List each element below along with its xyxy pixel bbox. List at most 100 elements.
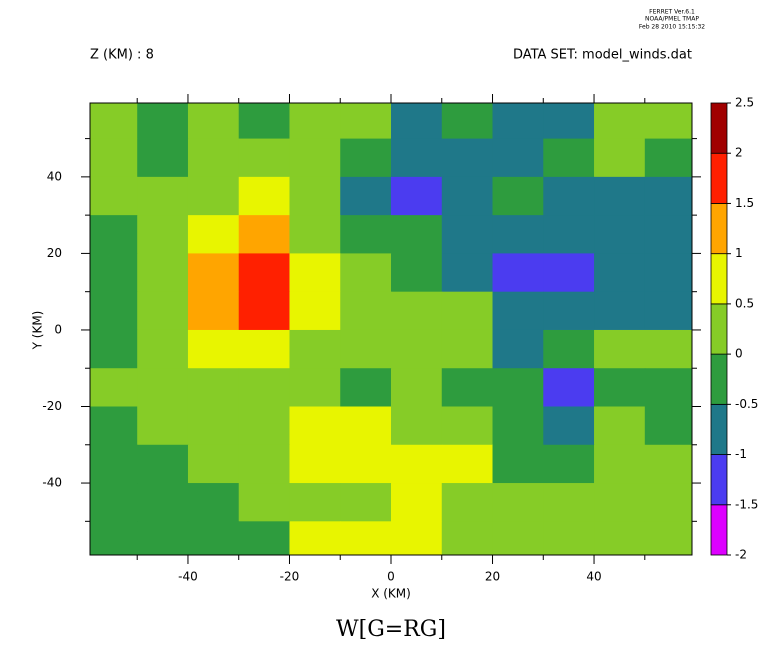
contour-cell: [594, 138, 646, 178]
contour-cell: [187, 291, 240, 331]
contour-cell: [594, 253, 646, 293]
subtitle-right: DATA SET: model_winds.dat: [513, 48, 692, 63]
contour-cell: [543, 138, 595, 178]
contour-cell: [238, 176, 290, 216]
contour-cell: [543, 406, 595, 446]
contour-cell: [543, 368, 595, 408]
contour-cell: [441, 138, 494, 178]
contour-cell: [340, 406, 392, 446]
contour-cell: [289, 138, 341, 178]
contour-cell: [187, 138, 240, 178]
contour-cell: [644, 406, 692, 446]
x-tick-label: -20: [280, 570, 300, 584]
contour-cell: [289, 253, 341, 293]
contour-cell: [238, 291, 290, 331]
contour-cell: [187, 368, 240, 408]
contour-field: [90, 103, 692, 555]
subtitle-left: Z (KM) : 8: [90, 48, 154, 63]
colorbar-band: [710, 454, 728, 506]
contour-cell: [594, 176, 646, 216]
contour-cell: [137, 329, 189, 369]
contour-cell: [340, 291, 392, 331]
contour-cell: [543, 215, 595, 254]
contour-cell: [137, 176, 189, 216]
contour-cell: [340, 444, 392, 484]
contour-cell: [391, 483, 443, 522]
contour-cell: [238, 138, 290, 178]
contour-cell: [594, 329, 646, 369]
colorbar-band: [710, 504, 728, 556]
contour-cell: [492, 253, 544, 293]
contour-cell: [137, 215, 189, 254]
header-date: Feb 28 2010 15:15:32: [639, 24, 705, 31]
contour-cell: [238, 253, 290, 293]
contour-cell: [644, 483, 692, 522]
contour-cell: [137, 138, 189, 178]
contour-cell: [137, 368, 189, 408]
contour-cell: [340, 103, 392, 140]
contour-cell: [137, 483, 189, 522]
contour-cell: [492, 406, 544, 446]
contour-cell: [289, 103, 341, 140]
contour-cell: [441, 253, 494, 293]
contour-cell: [238, 215, 290, 254]
contour-cell: [340, 253, 392, 293]
contour-cell: [543, 253, 595, 293]
contour-cell: [289, 176, 341, 216]
colorbar-label: 2.5: [735, 96, 754, 110]
colorbar-band: [710, 152, 728, 204]
header-org: NOAA/PMEL TMAP: [645, 16, 699, 23]
contour-cell: [137, 521, 189, 555]
contour-cell: [391, 406, 443, 446]
contour-cell: [391, 368, 443, 408]
contour-cell: [441, 103, 494, 140]
contour-cell: [391, 291, 443, 331]
x-tick-label: 0: [387, 570, 395, 584]
contour-cell: [187, 444, 240, 484]
contour-cell: [90, 253, 138, 293]
x-tick-label: -40: [178, 570, 198, 584]
contour-cell: [644, 176, 692, 216]
colorbar-band: [710, 102, 728, 154]
contour-cell: [187, 103, 240, 140]
contour-cell: [644, 291, 692, 331]
y-tick-label: 20: [47, 246, 62, 260]
contour-cell: [391, 215, 443, 254]
contour-cell: [187, 253, 240, 293]
colorbar-band: [710, 353, 728, 405]
contour-cell: [543, 329, 595, 369]
y-tick-label: -40: [42, 476, 62, 490]
contour-cell: [391, 138, 443, 178]
header-program: FERRET Ver.6.1: [649, 9, 695, 16]
contour-cell: [492, 291, 544, 331]
contour-cell: [543, 291, 595, 331]
contour-cell: [137, 406, 189, 446]
contour-cell: [90, 215, 138, 254]
contour-cell: [238, 483, 290, 522]
y-tick-label: 0: [54, 322, 62, 336]
contour-cell: [238, 521, 290, 555]
contour-cell: [340, 521, 392, 555]
contour-cell: [492, 329, 544, 369]
contour-cell: [492, 521, 544, 555]
contour-cell: [543, 521, 595, 555]
colorbar-band: [710, 303, 728, 355]
contour-cell: [492, 483, 544, 522]
colorbar-label: -0.5: [735, 397, 758, 411]
contour-cell: [644, 329, 692, 369]
colorbar-label: 0.5: [735, 296, 754, 310]
colorbar-label: -1: [735, 447, 747, 461]
colorbar-band: [710, 203, 728, 255]
contour-cell: [644, 215, 692, 254]
contour-cell: [90, 368, 138, 408]
contour-cell: [340, 368, 392, 408]
contour-cell: [90, 138, 138, 178]
contour-cell: [594, 521, 646, 555]
contour-cell: [90, 444, 138, 484]
contour-cell: [594, 483, 646, 522]
contour-cell: [644, 103, 692, 140]
contour-cell: [289, 368, 341, 408]
contour-cell: [594, 291, 646, 331]
x-axis-label: X (KM): [371, 587, 411, 601]
contour-cell: [187, 176, 240, 216]
